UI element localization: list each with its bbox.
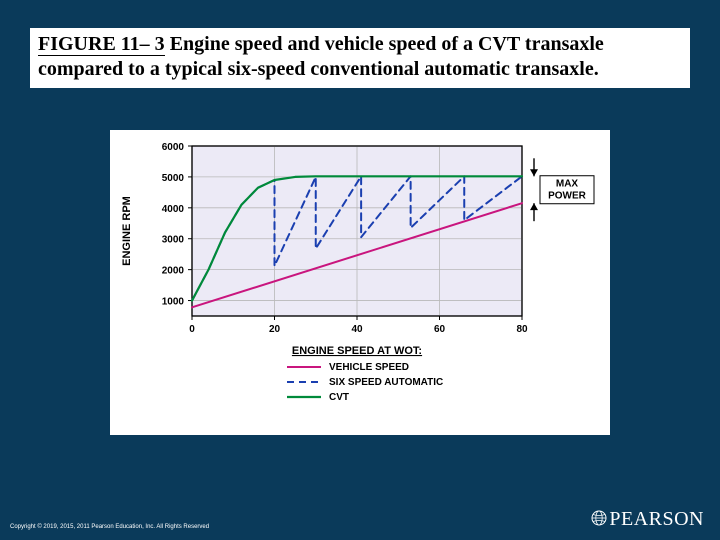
engine-rpm-chart: 0 20 40 60 80 1000 2000 3000 4000 5000 6000 ENGINE … [110,130,610,430]
chart-container: 0 20 40 60 80 1000 2000 3000 4000 5000 6000 ENGINE … [110,130,610,435]
svg-text:CVT: CVT [329,392,349,403]
svg-text:5000: 5000 [162,173,185,184]
copyright-text: Copyright © 2019, 2015, 2011 Pearson Edu… [10,524,209,530]
svg-text:20: 20 [269,324,281,335]
svg-text:POWER: POWER [548,191,587,202]
svg-text:80: 80 [516,324,528,335]
svg-text:SIX SPEED AUTOMATIC: SIX SPEED AUTOMATIC [329,377,443,388]
svg-text:40: 40 [351,324,363,335]
svg-text:1000: 1000 [162,297,185,308]
globe-icon [591,509,607,532]
brand-text: PEARSON [609,508,704,530]
slide-footer: Copyright © 2019, 2015, 2011 Pearson Edu… [0,500,720,540]
svg-text:ENGINE RPM: ENGINE RPM [121,196,133,266]
svg-text:2000: 2000 [162,266,185,277]
svg-text:3000: 3000 [162,235,185,246]
svg-text:6000: 6000 [162,142,185,153]
svg-text:VEHICLE SPEED: VEHICLE SPEED [329,362,409,373]
svg-text:60: 60 [434,324,446,335]
pearson-brand: PEARSON [591,508,704,532]
svg-text:MAX: MAX [556,179,579,190]
figure-label: FIGURE 11– 3 [38,33,165,56]
svg-text:ENGINE SPEED AT WOT:: ENGINE SPEED AT WOT: [292,345,422,357]
svg-text:0: 0 [189,324,195,335]
svg-text:4000: 4000 [162,204,185,215]
figure-caption: FIGURE 11– 3 Engine speed and vehicle sp… [30,28,690,88]
